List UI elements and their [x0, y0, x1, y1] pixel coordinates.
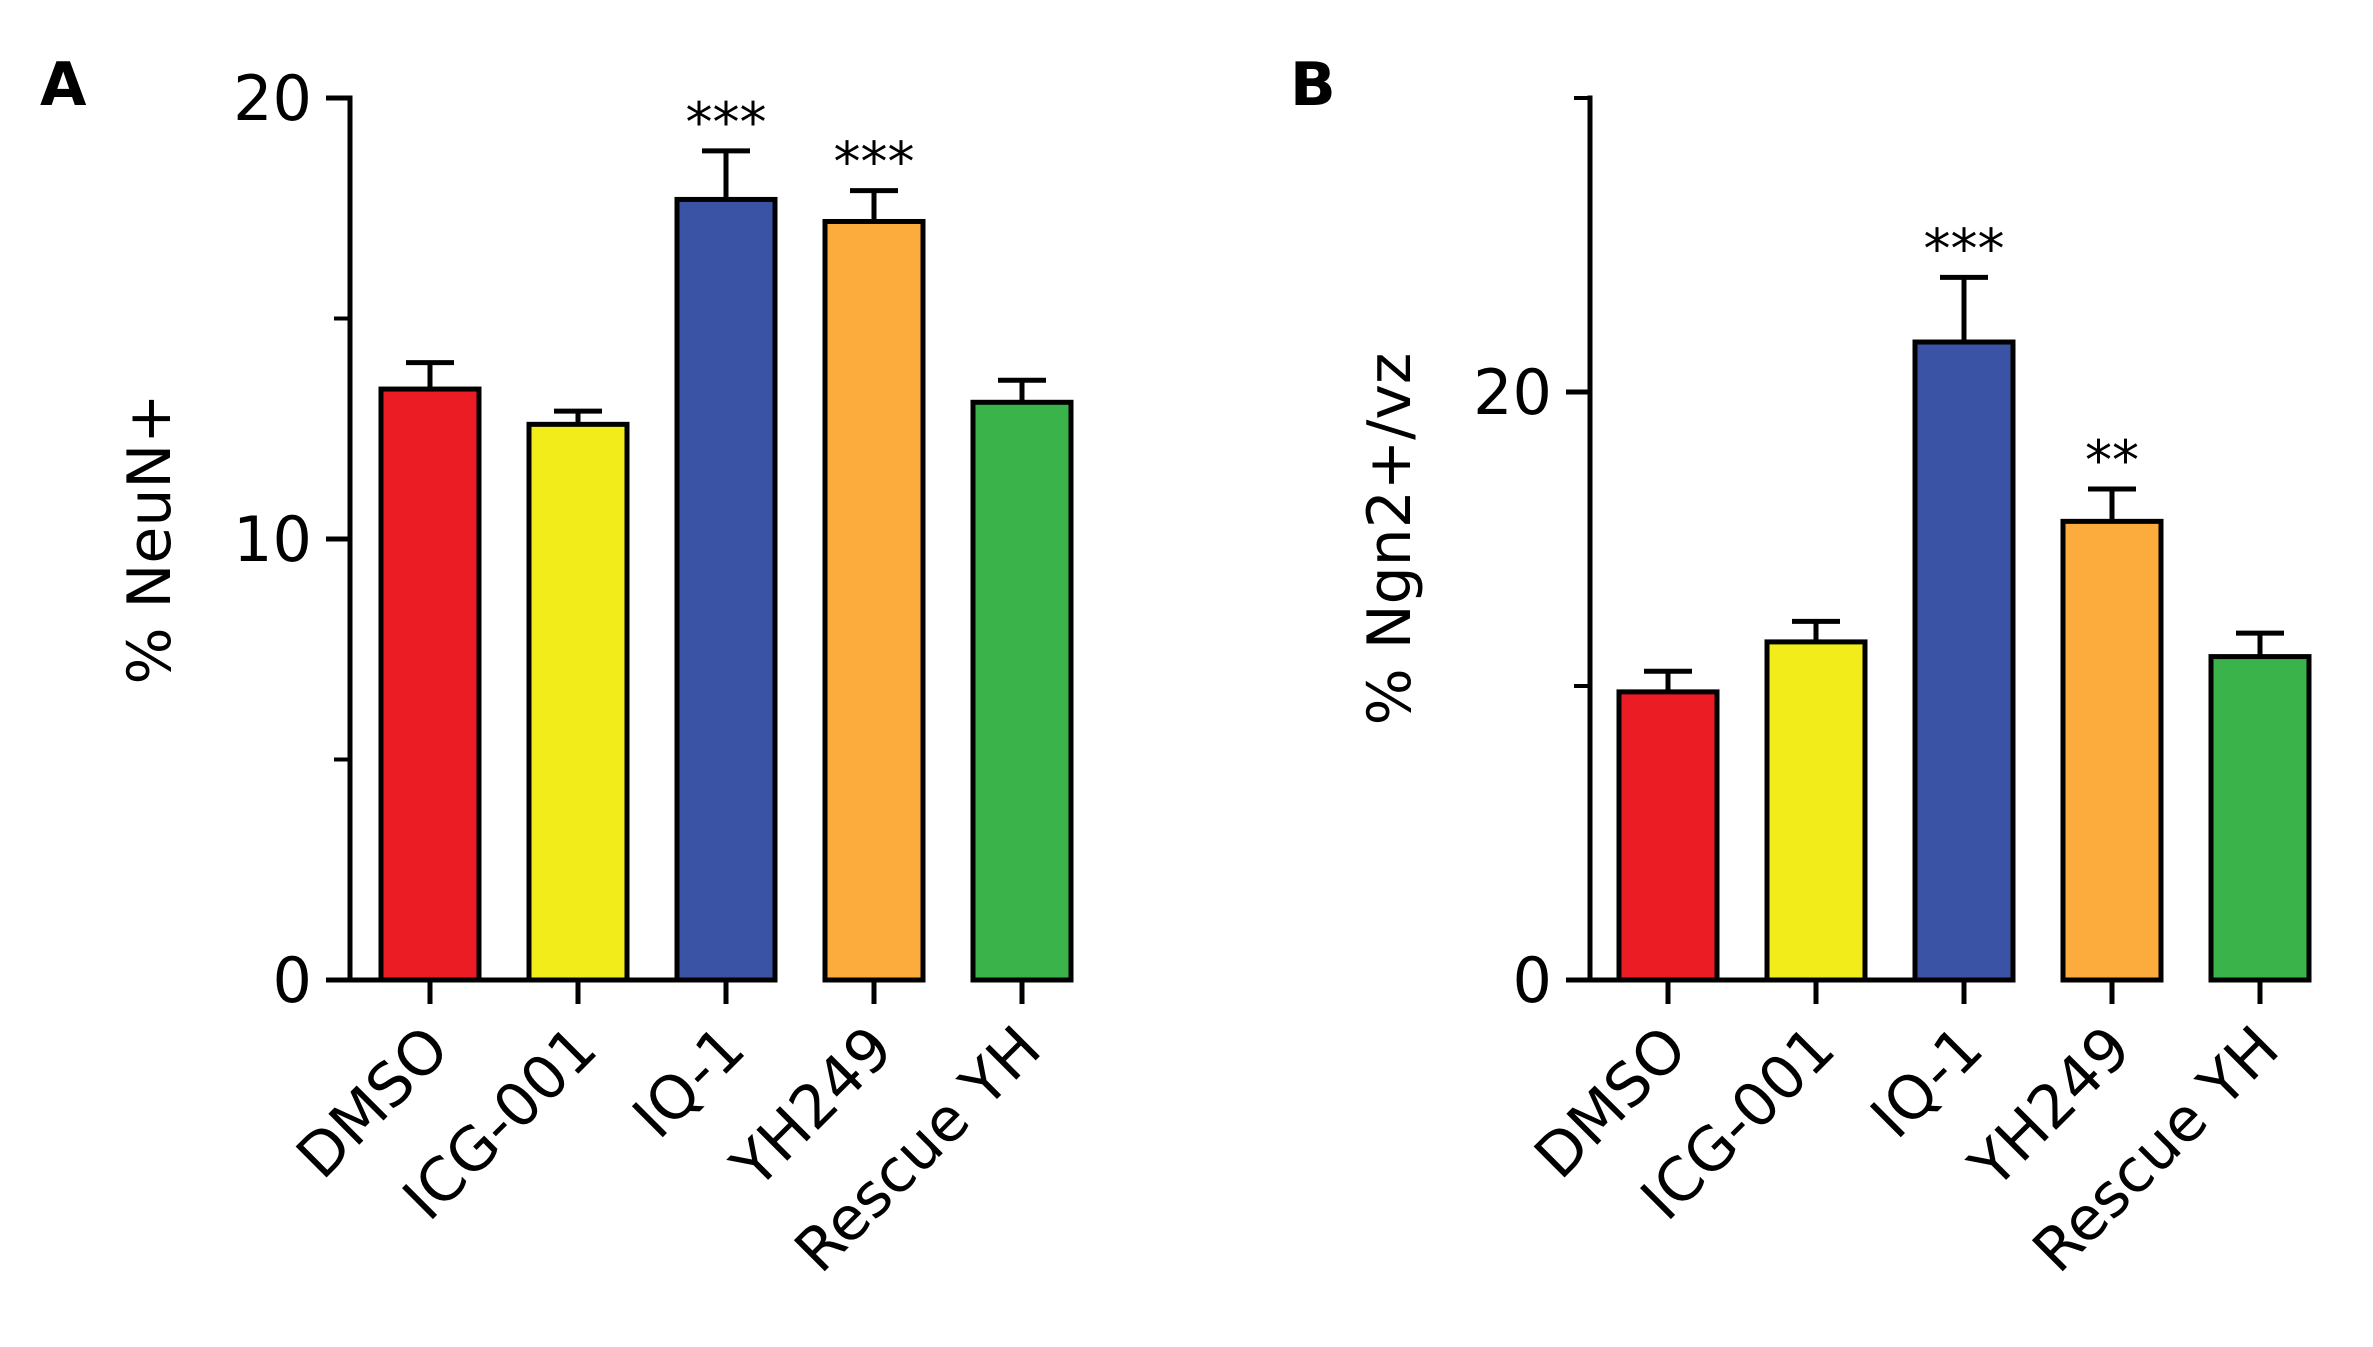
panel-a-y-axis-label: % NeuN+ — [115, 393, 185, 684]
panel-b-y-axis-label: % Ngn2+/vz — [1355, 353, 1425, 726]
panel-b-significance-iq-1: *** — [1924, 217, 2005, 280]
panel-a-bar-dmso — [378, 386, 482, 983]
panel-a-significance-iq-1: *** — [686, 91, 767, 154]
panel-b-letter: B — [1290, 50, 1336, 120]
panel-a-letter: A — [40, 50, 87, 120]
panel-b-bar-icg-001 — [1764, 639, 1868, 983]
panel-a-bar-rescue-yh — [970, 399, 1074, 983]
panel-b-bar-dmso — [1616, 689, 1720, 983]
panel-a-significance-yh249: *** — [834, 131, 915, 194]
panel-a-y-tick-label: 20 — [233, 62, 312, 135]
panel-a-y-tick-label: 0 — [273, 944, 312, 1017]
panel-b-y-tick-label: 20 — [1473, 356, 1552, 429]
panel-a-bar-icg-001 — [526, 421, 630, 983]
panel-b-y-tick-label: 0 — [1513, 944, 1552, 1017]
panel-a-bar-yh249 — [822, 218, 926, 983]
panel-b-bar-iq-1 — [1912, 339, 2016, 983]
panel-b-significance-yh249: ** — [2085, 429, 2139, 492]
panel-a-bar-iq-1 — [674, 196, 778, 983]
panel-a-y-tick-label: 10 — [233, 503, 312, 576]
panel-b-bar-rescue-yh — [2208, 654, 2312, 983]
panel-b-bar-yh249 — [2060, 518, 2164, 983]
